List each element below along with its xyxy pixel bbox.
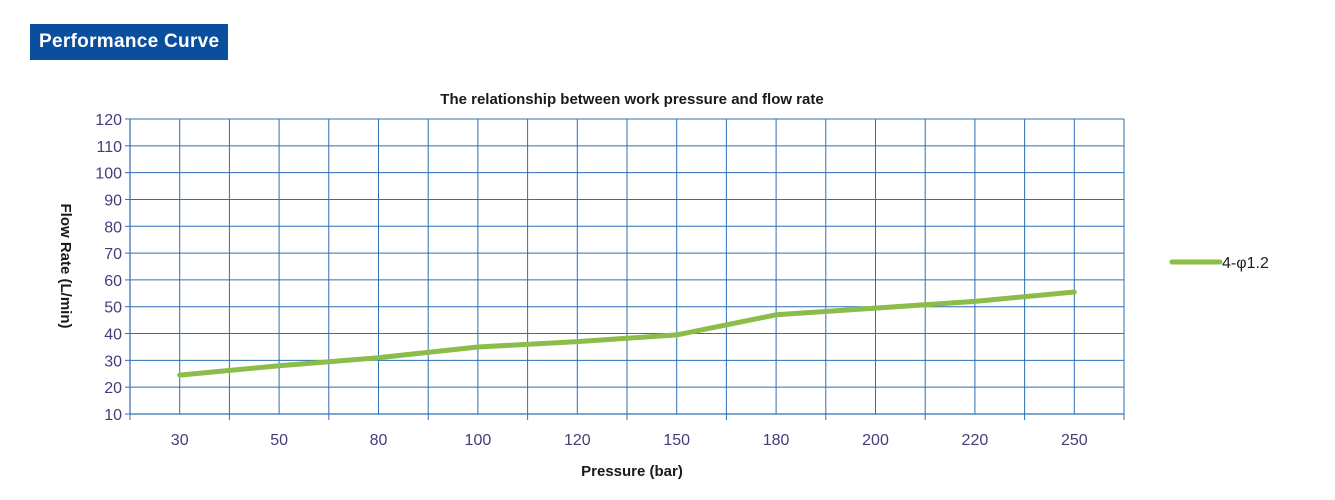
chart-series [177,289,1077,378]
x-tick-label: 50 [270,432,288,449]
y-tick-label: 70 [104,246,122,263]
x-tick-labels: 30 50 80 100 120 150 180 200 220 250 [171,432,1088,449]
x-tick-label: 30 [171,432,189,449]
y-axis-title: Flow Rate (L/min) [57,204,74,329]
y-tick-label: 110 [96,139,122,156]
section-title: Performance Curve [30,24,229,60]
y-tick-label: 20 [104,380,122,397]
y-tick-label: 80 [104,219,122,236]
y-tick-label: 90 [104,192,122,209]
y-tick-label: 100 [95,166,122,183]
x-tick-label: 250 [1061,432,1088,449]
y-tick-label: 30 [104,353,122,370]
y-tick-label: 40 [104,327,122,344]
x-axis-title: Pressure (bar) [581,463,683,480]
x-tick-label: 80 [370,432,388,449]
x-tick-label: 220 [962,432,989,449]
chart-axes [125,118,1125,420]
x-tick-label: 200 [862,432,889,449]
x-tick-label: 180 [763,432,790,449]
x-tick-label: 150 [663,432,690,449]
x-tick-label: 120 [564,432,591,449]
chart-title: The relationship between work pressure a… [440,91,823,108]
y-tick-labels: 10 20 30 40 50 60 70 80 90 100 110 120 [95,112,122,424]
chart-grid [130,118,1125,415]
chart-legend: 4-φ1.2 [1169,255,1269,272]
x-tick-label: 100 [465,432,492,449]
y-tick-label: 10 [104,407,122,424]
legend-label: 4-φ1.2 [1222,255,1269,272]
y-tick-label: 60 [104,273,122,290]
y-tick-label: 120 [95,112,122,129]
series-line [177,289,1077,378]
y-tick-label: 50 [104,300,122,317]
